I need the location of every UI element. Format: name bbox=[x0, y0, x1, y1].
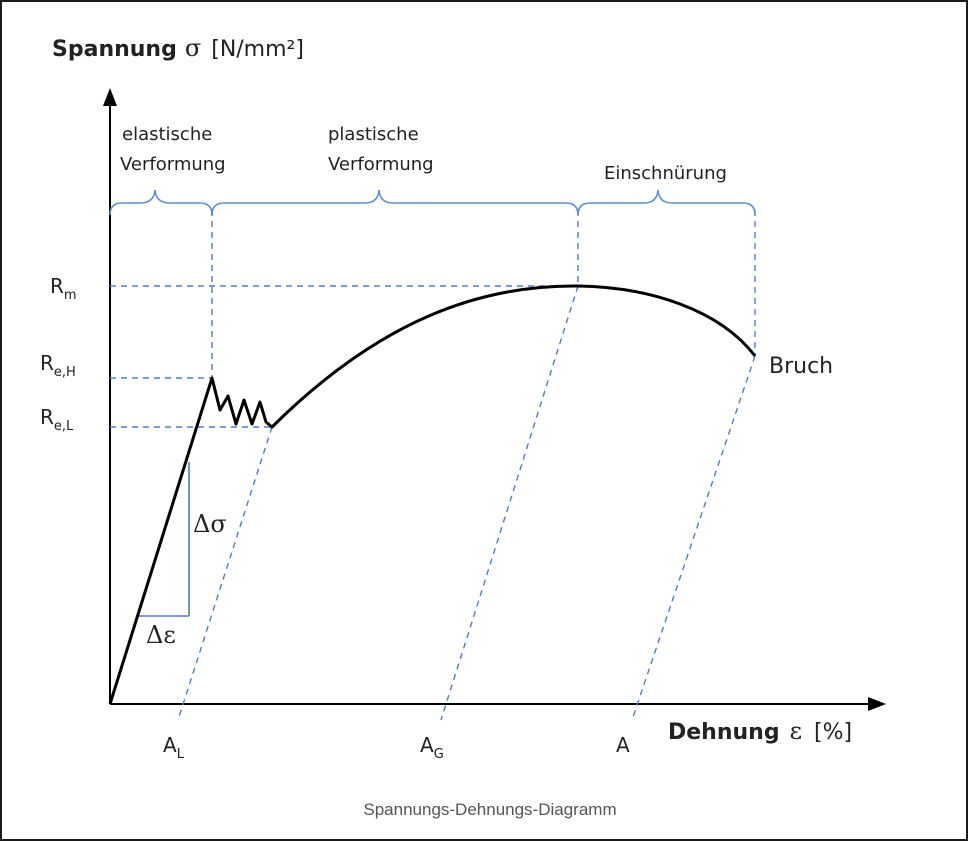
a-label: A bbox=[616, 733, 630, 757]
bracket-elastic bbox=[109, 189, 213, 216]
a-offset-line bbox=[631, 355, 756, 721]
rel-label: Re,L bbox=[40, 405, 74, 434]
y-axis-arrow-icon bbox=[103, 88, 117, 106]
delta-epsilon-label: Δε bbox=[146, 621, 176, 649]
delta-sigma-label: Δσ bbox=[193, 510, 227, 538]
al-label: AL bbox=[163, 733, 185, 762]
x-axis-arrow-icon bbox=[868, 697, 886, 711]
al-offset-line bbox=[177, 426, 273, 721]
region-plastic-line1: plastische bbox=[328, 124, 419, 145]
y-axis-title: Spannung σ [N/mm²] bbox=[52, 34, 304, 62]
rm-label: Rm bbox=[50, 274, 77, 303]
region-necking: Einschnürung bbox=[604, 163, 727, 184]
stress-strain-curve bbox=[108, 284, 757, 705]
bracket-plastic bbox=[211, 189, 579, 216]
ag-label: AG bbox=[420, 733, 444, 762]
x-axis-title: Dehnung ε [%] bbox=[668, 717, 852, 745]
region-brackets bbox=[109, 189, 756, 216]
bruch-label: Bruch bbox=[769, 354, 833, 379]
bracket-necking bbox=[577, 189, 756, 216]
slope-triangle bbox=[138, 462, 190, 617]
ag-offset-line bbox=[440, 285, 579, 721]
region-plastic-line2: Verformung bbox=[328, 154, 434, 175]
region-elastic-line1: elastische bbox=[122, 124, 212, 145]
diagram-caption: Spannungs-Dehnungs-Diagramm bbox=[363, 800, 616, 819]
reh-label: Re,H bbox=[40, 351, 76, 380]
region-elastic-line2: Verformung bbox=[120, 154, 226, 175]
guide-lines bbox=[110, 210, 756, 721]
